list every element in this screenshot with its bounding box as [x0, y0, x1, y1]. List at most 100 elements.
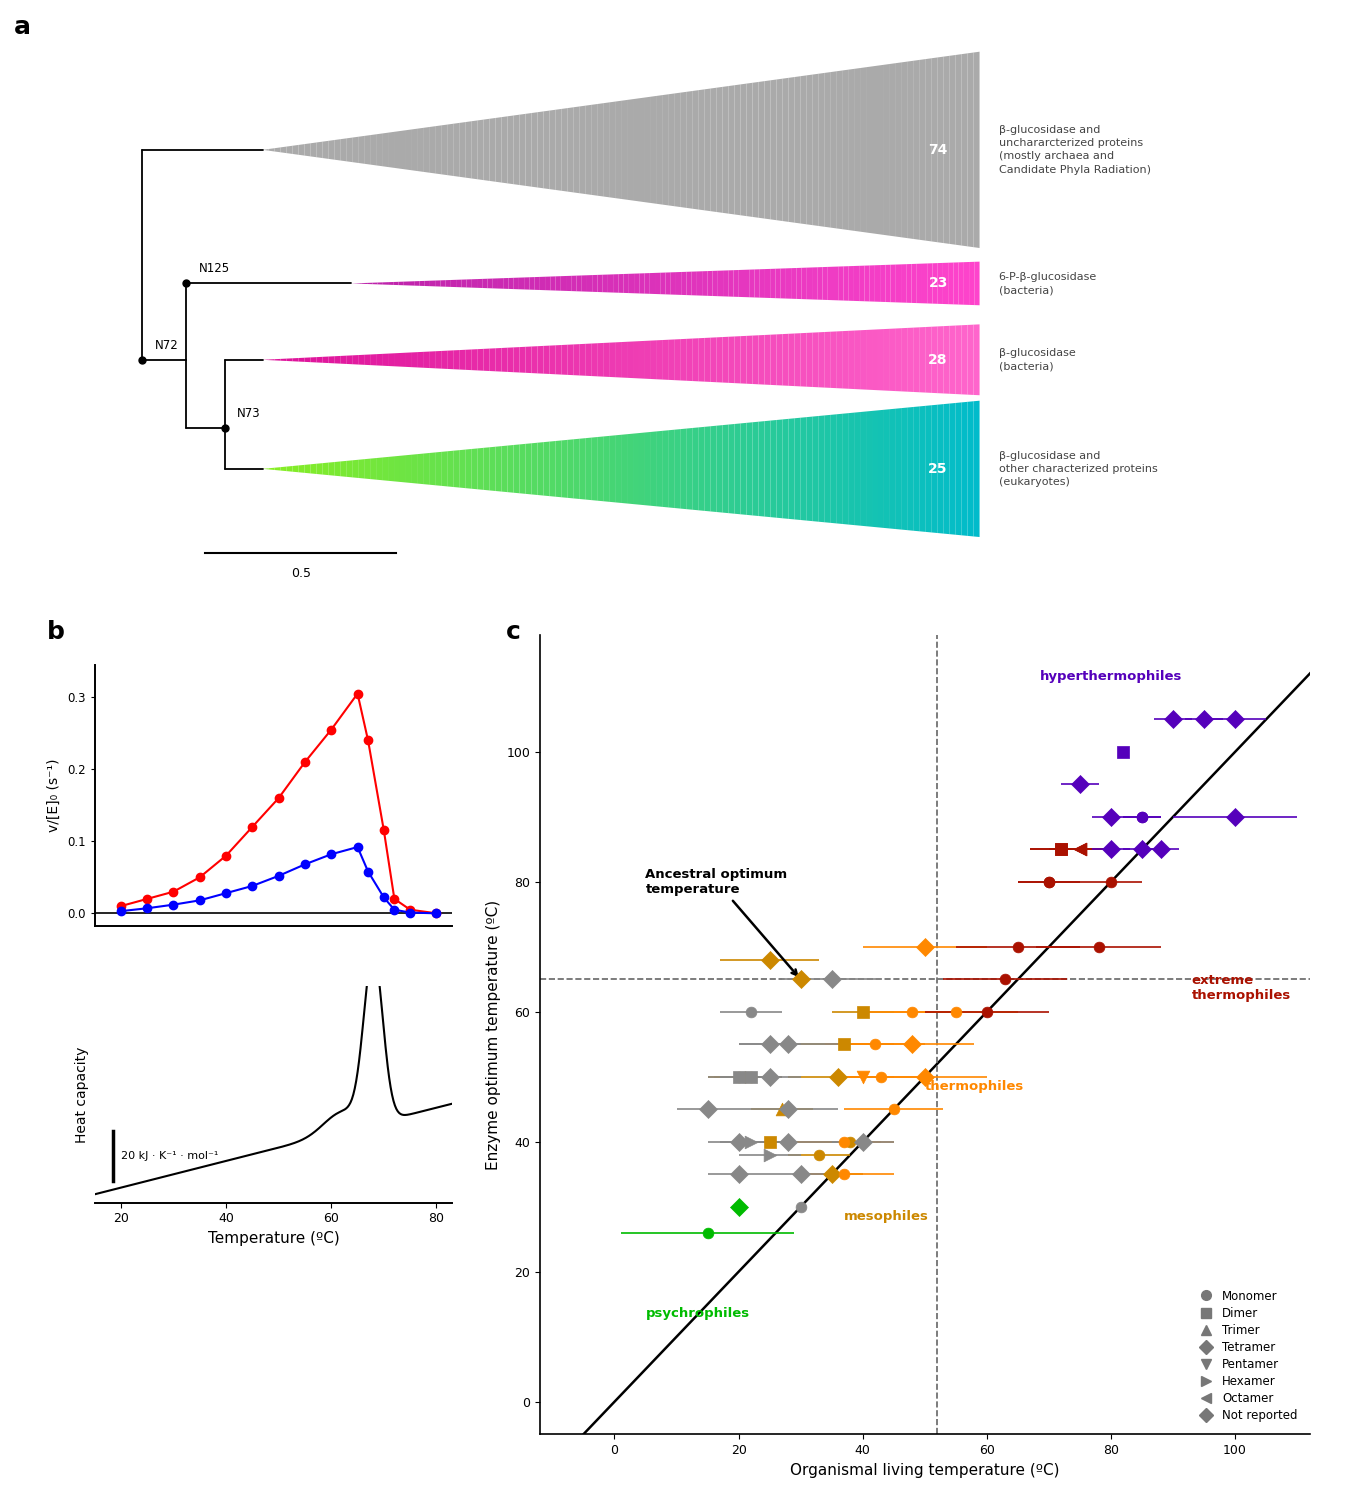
Polygon shape	[864, 266, 869, 302]
Polygon shape	[651, 96, 657, 203]
Polygon shape	[298, 357, 304, 362]
Polygon shape	[872, 411, 878, 527]
Polygon shape	[394, 456, 400, 483]
Point	[759, 947, 780, 971]
Polygon shape	[579, 344, 585, 376]
Polygon shape	[304, 357, 310, 362]
Polygon shape	[382, 133, 387, 167]
Polygon shape	[931, 326, 938, 393]
Polygon shape	[520, 114, 525, 185]
Polygon shape	[900, 264, 906, 303]
Polygon shape	[788, 418, 794, 520]
Point	[759, 1065, 780, 1089]
Point	[697, 1221, 718, 1245]
Polygon shape	[495, 447, 502, 492]
Polygon shape	[293, 145, 298, 155]
Polygon shape	[848, 330, 855, 388]
Polygon shape	[358, 354, 364, 365]
Polygon shape	[657, 96, 663, 205]
Polygon shape	[525, 347, 532, 374]
Polygon shape	[440, 281, 446, 287]
Point	[1224, 708, 1246, 732]
Polygon shape	[830, 72, 836, 229]
Polygon shape	[749, 269, 755, 297]
Polygon shape	[771, 420, 776, 518]
Polygon shape	[878, 409, 884, 527]
Polygon shape	[780, 269, 786, 299]
Point	[778, 1129, 799, 1153]
Polygon shape	[418, 454, 424, 484]
Polygon shape	[424, 351, 429, 368]
Text: psychrophiles: psychrophiles	[645, 1307, 749, 1321]
Polygon shape	[616, 435, 621, 503]
Polygon shape	[729, 336, 734, 382]
Text: β-glucosidase
(bacteria): β-glucosidase (bacteria)	[999, 348, 1076, 372]
Point	[728, 1129, 749, 1153]
Polygon shape	[304, 143, 310, 157]
Polygon shape	[639, 341, 645, 378]
Polygon shape	[844, 266, 849, 300]
Polygon shape	[304, 465, 310, 474]
Polygon shape	[860, 411, 867, 526]
Polygon shape	[508, 445, 513, 493]
Polygon shape	[621, 435, 626, 503]
Polygon shape	[942, 263, 948, 305]
Polygon shape	[675, 339, 680, 381]
Polygon shape	[752, 335, 759, 384]
Point	[914, 1065, 936, 1089]
Polygon shape	[710, 338, 717, 382]
Polygon shape	[370, 134, 377, 166]
Polygon shape	[532, 442, 537, 495]
Polygon shape	[370, 354, 377, 366]
Polygon shape	[441, 451, 448, 487]
Polygon shape	[922, 263, 927, 303]
Polygon shape	[598, 275, 602, 293]
Text: β-glucosidase and
unchararcterized proteins
(mostly archaea and
Candidate Phyla : β-glucosidase and unchararcterized prote…	[999, 125, 1150, 175]
Point	[790, 1195, 811, 1219]
Polygon shape	[400, 353, 406, 368]
Point	[778, 1098, 799, 1122]
Y-axis label: Heat capacity: Heat capacity	[76, 1046, 89, 1143]
Polygon shape	[562, 345, 567, 375]
Polygon shape	[562, 439, 567, 498]
Polygon shape	[544, 345, 549, 374]
Point	[833, 1129, 855, 1153]
Polygon shape	[549, 345, 555, 375]
Polygon shape	[482, 279, 487, 288]
Point	[871, 1065, 892, 1089]
Polygon shape	[323, 357, 328, 363]
Polygon shape	[838, 266, 844, 300]
Polygon shape	[483, 118, 490, 181]
Polygon shape	[884, 329, 890, 391]
Polygon shape	[460, 350, 466, 371]
Polygon shape	[562, 108, 567, 191]
Polygon shape	[878, 64, 884, 235]
Polygon shape	[532, 112, 537, 187]
Polygon shape	[771, 335, 776, 385]
Polygon shape	[713, 270, 718, 296]
Polygon shape	[775, 269, 780, 299]
Point	[833, 1032, 855, 1056]
Polygon shape	[513, 347, 520, 372]
Polygon shape	[859, 266, 864, 302]
Polygon shape	[406, 353, 412, 368]
Polygon shape	[801, 333, 806, 387]
Polygon shape	[466, 450, 471, 489]
Polygon shape	[802, 267, 807, 299]
Polygon shape	[702, 270, 707, 296]
Point	[740, 1065, 761, 1089]
Polygon shape	[370, 459, 377, 480]
Polygon shape	[914, 60, 919, 241]
Polygon shape	[567, 439, 574, 499]
Polygon shape	[747, 423, 752, 515]
Polygon shape	[776, 420, 783, 518]
Polygon shape	[896, 264, 900, 303]
Polygon shape	[907, 327, 914, 391]
Y-axis label: v/[E]₀ (s⁻¹): v/[E]₀ (s⁻¹)	[47, 759, 61, 832]
Polygon shape	[867, 411, 872, 527]
Polygon shape	[686, 272, 691, 296]
Polygon shape	[860, 330, 867, 390]
Polygon shape	[487, 278, 493, 288]
Polygon shape	[680, 91, 687, 208]
Polygon shape	[409, 281, 414, 285]
